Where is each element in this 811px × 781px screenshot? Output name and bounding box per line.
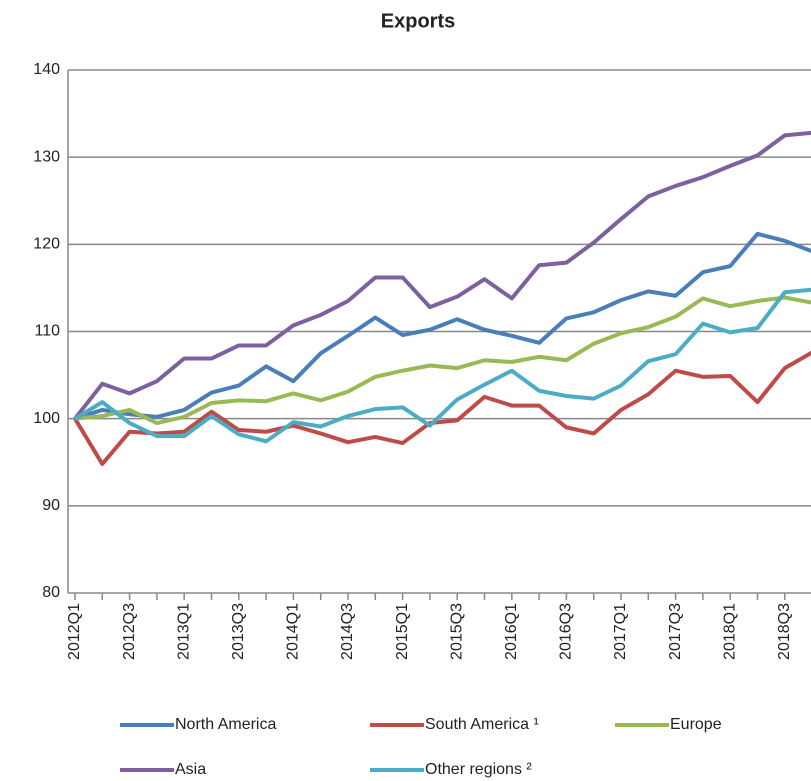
x-tick-label: 2014Q1 [285,603,302,660]
series-line [74,231,811,421]
series-line [73,350,811,466]
legend-label: Other regions ² [425,761,532,778]
series-line [73,287,811,444]
series-line [74,295,811,426]
x-tick-label: 2015Q1 [394,603,411,660]
y-tick-label: 80 [42,584,60,601]
y-tick-label: 140 [33,61,60,78]
x-tick-label: 2012Q1 [66,603,83,660]
legend-label: Asia [175,761,206,778]
y-tick-label: 130 [33,148,60,165]
x-tick-label: 2013Q3 [230,603,247,660]
x-tick-label: 2017Q3 [667,603,684,660]
y-tick-label: 110 [34,323,60,340]
legend-label: Europe [670,716,722,733]
series-line [73,130,811,420]
x-tick-label: 2016Q1 [503,603,520,660]
y-tick-label: 120 [33,236,60,253]
x-tick-label: 2016Q3 [558,603,575,660]
x-tick-label: 2017Q1 [612,603,629,660]
x-tick-label: 2013Q1 [175,603,192,660]
x-tick-label: 2014Q3 [339,603,356,660]
x-tick-label: 2018Q1 [721,603,738,660]
y-tick-label: 100 [33,410,60,427]
legend-label: South America ¹ [425,716,539,733]
chart-title: Exports [381,10,455,32]
x-tick-label: 2015Q3 [448,603,465,660]
y-tick-label: 90 [42,497,60,514]
x-tick-label: 2012Q3 [121,603,138,660]
legend-label: North America [175,716,276,733]
x-tick-label: 2018Q3 [776,603,793,660]
